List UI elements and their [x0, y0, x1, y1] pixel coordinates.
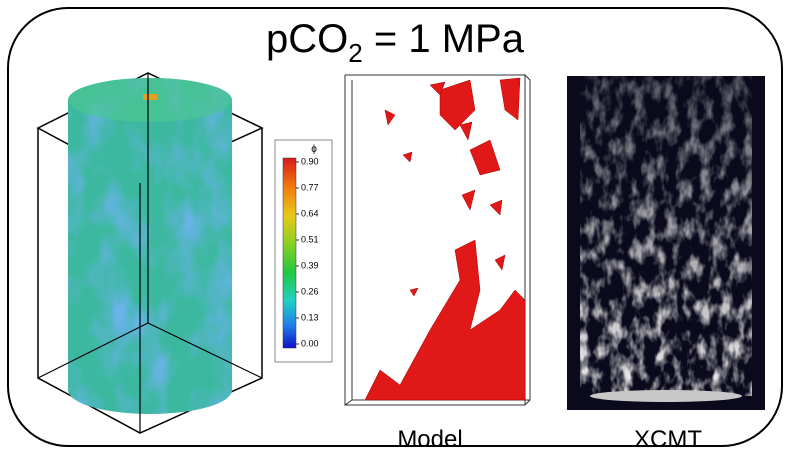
colorbar-tick-label: 0.77 [301, 182, 319, 192]
model-panel: Model [344, 73, 531, 453]
colorbar-strip [282, 157, 297, 349]
colorbar-tick-label: 0.13 [301, 312, 319, 322]
panel-label: XCMT [634, 426, 702, 453]
title: pCO2 = 1 MPa [266, 17, 525, 68]
colorbar-tick-label: 0.26 [301, 286, 319, 296]
colorbar: ϕ 0.90 0.77 0.64 0.51 0.39 0.26 0.13 0.00 [274, 139, 333, 363]
colorbar-tick-label: 0.64 [301, 208, 319, 218]
colorbar-tick-label: 0.51 [301, 234, 319, 244]
colorbar-tick-label: 0.90 [301, 156, 319, 166]
colorbar-tick-label: 0.39 [301, 260, 319, 270]
title-rest: = 1 MPa [363, 17, 525, 61]
title-main: pCO [266, 17, 348, 61]
title-subscript: 2 [348, 38, 362, 68]
colorbar-tick-label: 0.00 [301, 338, 319, 348]
xcmt-panel: XCMT [567, 76, 765, 453]
colorbar-label: ϕ [311, 144, 317, 155]
porosity-cylinder [36, 72, 264, 434]
panel-label: Model [397, 426, 462, 453]
